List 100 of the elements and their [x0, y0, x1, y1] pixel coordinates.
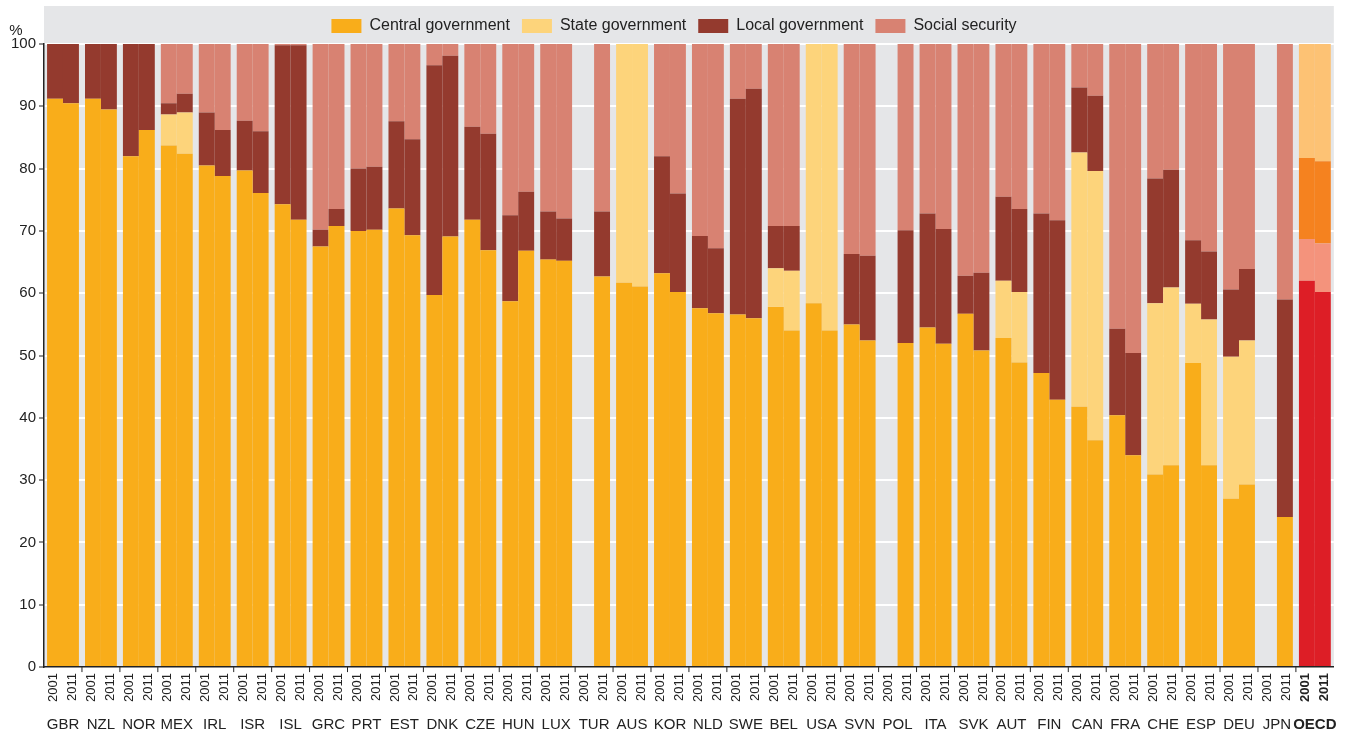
x-tick-label: 2011: [291, 673, 307, 702]
x-tick-label: 2001: [614, 673, 630, 702]
x-tick-label: 2011: [1012, 673, 1028, 702]
text: FIN: [1037, 714, 1062, 732]
text: PRT: [351, 714, 382, 732]
x-tick-label: 2001: [83, 673, 99, 702]
x-tick-label: 2001: [158, 673, 174, 702]
text: USA: [806, 714, 838, 732]
x-tick-label: 2001: [1183, 673, 1199, 702]
text: ESP: [1186, 714, 1217, 732]
x-tick-label: 2001: [120, 673, 136, 702]
x-tick-label: 2001: [803, 673, 819, 702]
text: EST: [389, 714, 420, 732]
text: OECD: [1293, 714, 1337, 732]
x-tick-label: 2001: [652, 673, 668, 702]
text: SWE: [728, 714, 763, 732]
text: GBR: [46, 714, 80, 732]
text: SVN: [844, 714, 876, 732]
x-tick-label: 2001: [500, 673, 516, 702]
text: AUT: [996, 714, 1027, 732]
text: MEX: [160, 714, 194, 732]
text: TUR: [578, 714, 610, 732]
y-tick-label: 20: [19, 532, 37, 550]
text: JPN: [1262, 714, 1292, 732]
x-tick-label: 2011: [595, 673, 611, 702]
text: NOR: [122, 714, 156, 732]
legend-label: Local government: [736, 16, 864, 34]
x-tick-label: 2001: [1145, 673, 1161, 702]
legend-label: Central government: [369, 16, 511, 34]
text: SVK: [958, 714, 989, 732]
x-tick-label: 2011: [1278, 673, 1293, 702]
text: BEL: [769, 714, 798, 732]
y-tick-label: 30: [19, 470, 37, 488]
text: LUX: [541, 714, 571, 732]
text: FRA: [1110, 714, 1141, 732]
text: CZE: [465, 714, 496, 732]
x-tick-label: 2011: [1240, 673, 1256, 702]
x-tick-label: 2001: [234, 673, 250, 702]
x-tick-label: 2011: [215, 673, 231, 702]
x-tick-label: 2011: [443, 673, 459, 702]
x-tick-label: 2011: [1126, 673, 1142, 702]
text: AUS: [616, 714, 648, 732]
x-tick-label: 2011: [1164, 673, 1180, 702]
legend-label: State government: [559, 16, 687, 34]
x-tick-label: 2001: [1069, 673, 1085, 702]
y-tick-label: 80: [19, 158, 37, 176]
x-tick-label: 2011: [633, 673, 649, 702]
y-tick-label: 60: [19, 283, 37, 301]
y-tick-label: 40: [19, 407, 37, 425]
text: HUN: [501, 714, 535, 732]
x-tick-label: 2001: [993, 673, 1009, 702]
y-tick-label: 0: [27, 657, 37, 675]
y-tick-label: 70: [19, 221, 37, 239]
text: ISL: [279, 714, 302, 732]
text: CHE: [1147, 714, 1179, 732]
x-tick-label: 2011: [481, 673, 497, 702]
text: KOR: [653, 714, 687, 732]
x-tick-label: 2011: [746, 673, 762, 702]
x-tick-label: 2011: [671, 673, 687, 702]
x-tick-label: 2001: [576, 673, 592, 702]
text: ITA: [924, 714, 947, 732]
x-tick-label: 2011: [253, 673, 269, 702]
text: POL: [882, 714, 913, 732]
x-tick-label: 2011: [974, 673, 990, 702]
x-tick-label: 2001: [1296, 673, 1312, 702]
x-tick-label: 2001: [879, 673, 895, 702]
x-tick-label: 2011: [708, 673, 724, 702]
x-tick-label: 2011: [936, 673, 952, 702]
x-tick-label: 2011: [1315, 673, 1331, 702]
text: ISR: [240, 714, 266, 732]
text: CAN: [1071, 714, 1104, 732]
y-tick-label: 90: [19, 96, 37, 114]
x-tick-label: 2001: [1031, 673, 1047, 702]
x-tick-label: 2011: [1202, 673, 1218, 702]
x-tick-label: 2011: [822, 673, 838, 702]
x-tick-label: 2001: [841, 673, 857, 702]
x-tick-label: 2011: [1050, 673, 1066, 702]
x-tick-label: 2011: [1088, 673, 1104, 702]
x-tick-label: 2001: [917, 673, 933, 702]
x-tick-label: 2011: [519, 673, 535, 702]
text: DNK: [426, 714, 459, 732]
x-tick-label: 2001: [272, 673, 288, 702]
x-tick-label: 2001: [538, 673, 554, 702]
x-tick-label: 2011: [101, 673, 117, 702]
text: NLD: [692, 714, 724, 732]
x-tick-label: 2011: [898, 673, 914, 702]
x-tick-label: 2001: [462, 673, 478, 702]
x-tick-label: 2011: [64, 673, 80, 702]
y-tick-label: 10: [19, 594, 37, 612]
y-tick-label: 50: [19, 345, 37, 363]
x-tick-label: 2011: [139, 673, 155, 702]
text: GRC: [311, 714, 346, 732]
x-tick-label: 2011: [784, 673, 800, 702]
x-tick-label: 2001: [310, 673, 326, 702]
x-tick-label: 2001: [690, 673, 705, 702]
x-tick-label: 2001: [765, 673, 781, 702]
x-tick-label: 2001: [727, 673, 743, 702]
x-tick-label: 2011: [405, 673, 421, 702]
x-tick-label: 2001: [45, 673, 61, 702]
x-tick-label: 2001: [424, 673, 440, 702]
